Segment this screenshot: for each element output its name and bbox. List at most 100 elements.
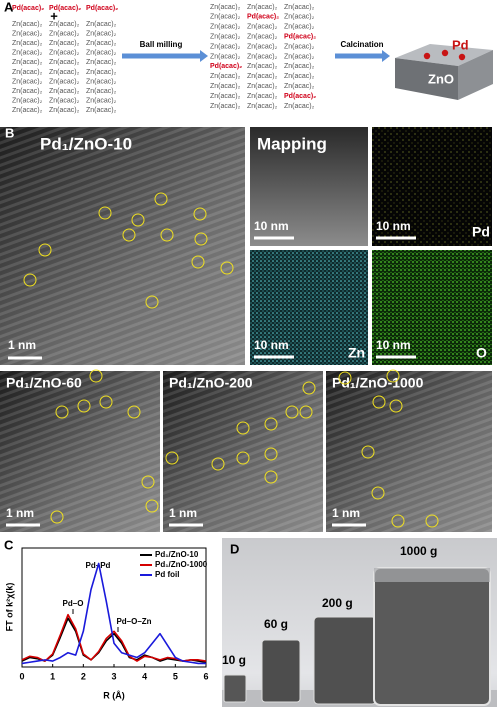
reagent: Zn(acac)₂	[49, 40, 80, 47]
reagent: Zn(acac)₂	[49, 50, 80, 57]
reagent: Zn(acac)₂	[49, 78, 80, 85]
reagent: Zn(acac)₂	[86, 40, 117, 47]
atom-marker	[264, 417, 278, 431]
atom-marker	[191, 255, 205, 269]
pd-atom	[458, 53, 466, 61]
atom-marker	[193, 207, 207, 221]
atom-marker	[391, 514, 405, 528]
mass-label: 10 g	[222, 653, 246, 667]
reagent: Pd(acac)₂	[284, 34, 316, 41]
support-label: ZnO	[428, 71, 454, 86]
reagent: Zn(acac)₂	[247, 83, 278, 90]
annotation: Pd–O	[63, 599, 84, 608]
atom-marker	[23, 273, 37, 287]
reagent: Zn(acac)₂	[12, 59, 43, 66]
line-series	[21, 613, 207, 662]
reagent: Zn(acac)₂	[12, 88, 43, 95]
scale-label: 10 nm	[376, 338, 411, 352]
lattice	[0, 371, 492, 532]
reagent: Zn(acac)₂	[210, 4, 241, 11]
legend-label: Pd₁/ZnO-10	[155, 550, 199, 559]
plus-sign: +	[50, 8, 58, 23]
scale-label: 10 nm	[254, 338, 289, 352]
reagent: Zn(acac)₂	[284, 14, 315, 21]
reagent: Zn(acac)₂	[284, 53, 315, 60]
panel-b: B Pd₁/ZnO-10 1 nm Mapping Pd Zn O Pd₁/Zn…	[0, 125, 492, 532]
reagent: Zn(acac)₂	[284, 103, 315, 110]
reagent: Zn(acac)₂	[12, 30, 43, 37]
mass-label: 200 g	[322, 596, 353, 610]
reagent: Pd(acac)₂	[86, 5, 118, 12]
slab-front	[395, 58, 458, 100]
reagent: Zn(acac)₂	[49, 69, 80, 76]
reagent: Zn(acac)₂	[49, 98, 80, 105]
reagent: Zn(acac)₂	[86, 107, 117, 114]
reagent: Zn(acac)₂	[284, 43, 315, 50]
reagent: Zn(acac)₂	[210, 34, 241, 41]
panel-label: A	[4, 0, 14, 14]
atom-marker	[89, 369, 103, 383]
reagent: Pd(acac)₂	[12, 5, 44, 12]
atom-marker	[154, 192, 168, 206]
atom-marker	[77, 399, 91, 413]
reagent: Zn(acac)₂	[86, 30, 117, 37]
reagent: Zn(acac)₂	[12, 50, 43, 57]
reagent: Zn(acac)₂	[247, 24, 278, 31]
reagent: Zn(acac)₂	[284, 83, 315, 90]
reagent: Zn(acac)₂	[12, 69, 43, 76]
atom-marker	[302, 381, 316, 395]
x-tick-label: 2	[81, 671, 86, 681]
reagent: Zn(acac)₂	[86, 21, 117, 28]
line-series	[21, 562, 206, 665]
mass-label: 1000 g	[400, 544, 437, 558]
panel-a: A Ball milling Calcination Pd ZnO Pd(aca…	[4, 0, 493, 114]
beaker	[223, 674, 247, 703]
x-tick-label: 3	[111, 671, 116, 681]
atom-marker	[145, 499, 159, 513]
reagent: Zn(acac)₂	[210, 43, 241, 50]
atom-marker	[220, 261, 234, 275]
reagent: Zn(acac)₂	[284, 4, 315, 11]
reagent: Zn(acac)₂	[284, 24, 315, 31]
reagent: Zn(acac)₂	[49, 30, 80, 37]
x-tick-label: 6	[203, 671, 208, 681]
atom-marker	[236, 451, 250, 465]
line-series	[21, 617, 207, 664]
reagent: Zn(acac)₂	[86, 98, 117, 105]
atom-marker	[160, 228, 174, 242]
reagent: Zn(acac)₂	[12, 78, 43, 85]
reagent: Zn(acac)₂	[247, 93, 278, 100]
image-title: Pd₁/ZnO-200	[169, 375, 253, 391]
atom-marker	[99, 395, 113, 409]
reagent: Zn(acac)₂	[49, 88, 80, 95]
reagent: Zn(acac)₂	[247, 4, 278, 11]
map-image	[372, 127, 492, 246]
beaker	[373, 567, 491, 706]
atom-marker	[338, 371, 352, 385]
atom-marker	[131, 213, 145, 227]
x-tick-label: 1	[50, 671, 55, 681]
y-axis-label: FT of k²χ(k)	[4, 583, 14, 632]
atom-marker	[141, 475, 155, 489]
reagent: Zn(acac)₂	[12, 107, 43, 114]
beaker	[261, 639, 301, 703]
legend-label: Pd foil	[155, 570, 179, 579]
scale-label: 10 nm	[376, 219, 411, 233]
reagent: Zn(acac)₂	[210, 103, 241, 110]
map-title: Mapping	[257, 134, 327, 153]
atom-marker	[38, 243, 52, 257]
beaker	[313, 616, 377, 705]
mass-label: 60 g	[264, 617, 288, 631]
scale-label: 10 nm	[254, 219, 289, 233]
atom-marker	[236, 421, 250, 435]
reagent: Pd(acac)₂	[247, 14, 279, 21]
annotation: Pd–O–Zn	[116, 617, 151, 626]
reagent: Pd(acac)₂	[49, 5, 81, 12]
scale-label: 1 nm	[332, 506, 360, 520]
atom-marker	[127, 405, 141, 419]
pd-atom	[441, 49, 449, 57]
image-title: Pd₁/ZnO-10	[40, 134, 132, 153]
legend-label: Pd₁/ZnO-1000	[155, 560, 208, 569]
reagent: Zn(acac)₂	[12, 40, 43, 47]
x-axis-label: R (Å)	[103, 690, 125, 700]
